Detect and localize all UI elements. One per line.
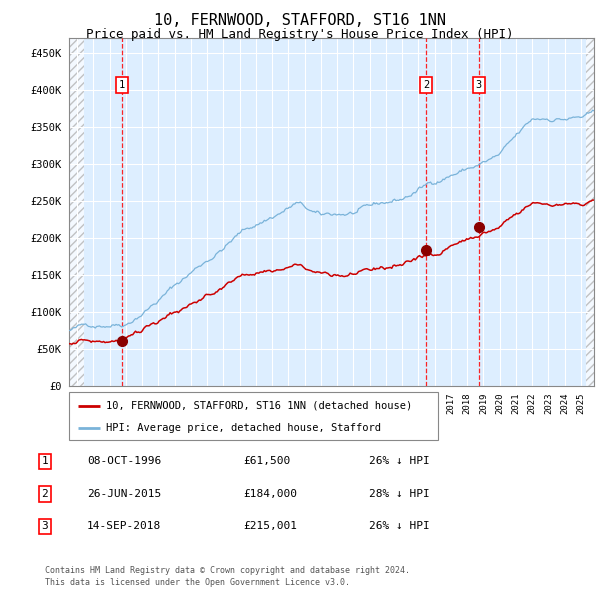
Text: 28% ↓ HPI: 28% ↓ HPI: [369, 489, 430, 499]
Text: 2: 2: [41, 489, 49, 499]
Text: 26% ↓ HPI: 26% ↓ HPI: [369, 457, 430, 466]
Text: £215,001: £215,001: [243, 522, 297, 531]
Text: £61,500: £61,500: [243, 457, 290, 466]
Text: 2: 2: [423, 80, 430, 90]
Text: 14-SEP-2018: 14-SEP-2018: [87, 522, 161, 531]
Text: 1: 1: [41, 457, 49, 466]
Text: 1: 1: [119, 80, 125, 90]
Text: Price paid vs. HM Land Registry's House Price Index (HPI): Price paid vs. HM Land Registry's House …: [86, 28, 514, 41]
Text: 3: 3: [41, 522, 49, 531]
Text: HPI: Average price, detached house, Stafford: HPI: Average price, detached house, Staf…: [106, 423, 381, 432]
Text: 10, FERNWOOD, STAFFORD, ST16 1NN (detached house): 10, FERNWOOD, STAFFORD, ST16 1NN (detach…: [106, 401, 412, 411]
Text: 10, FERNWOOD, STAFFORD, ST16 1NN: 10, FERNWOOD, STAFFORD, ST16 1NN: [154, 13, 446, 28]
Text: 3: 3: [476, 80, 482, 90]
Text: £184,000: £184,000: [243, 489, 297, 499]
Text: Contains HM Land Registry data © Crown copyright and database right 2024.
This d: Contains HM Land Registry data © Crown c…: [45, 566, 410, 587]
Text: 26% ↓ HPI: 26% ↓ HPI: [369, 522, 430, 531]
FancyBboxPatch shape: [69, 392, 438, 440]
Text: 26-JUN-2015: 26-JUN-2015: [87, 489, 161, 499]
Text: 08-OCT-1996: 08-OCT-1996: [87, 457, 161, 466]
